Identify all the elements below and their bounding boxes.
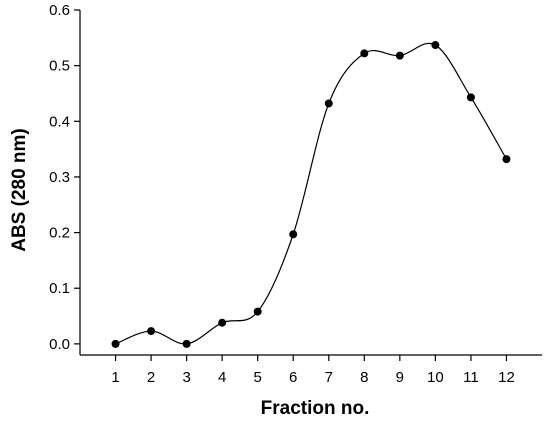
data-points — [111, 41, 511, 348]
x-tick-label: 7 — [325, 369, 333, 386]
data-point — [147, 327, 156, 336]
x-tick-label: 2 — [147, 369, 155, 386]
x-ticks: 1 2 3 4 5 6 7 8 9 10 11 12 — [111, 355, 515, 386]
x-tick-label: 1 — [111, 369, 119, 386]
y-ticks: 0.0 0.1 0.2 0.3 0.4 0.5 0.6 — [49, 2, 80, 353]
y-tick-label: 0.4 — [49, 113, 70, 130]
data-point — [218, 318, 227, 327]
data-point — [253, 307, 262, 316]
x-tick-label: 11 — [463, 369, 479, 386]
data-point — [289, 230, 298, 239]
data-point — [324, 99, 333, 108]
y-tick-label: 0.2 — [49, 225, 70, 242]
data-point — [182, 339, 191, 348]
x-tick-label: 6 — [289, 369, 297, 386]
x-tick-label: 9 — [396, 369, 404, 386]
data-point — [395, 51, 404, 60]
data-point — [431, 41, 440, 50]
y-axis-title: ABS (280 nm) — [9, 128, 30, 252]
x-tick-label: 8 — [360, 369, 368, 386]
data-point — [360, 49, 369, 58]
y-tick-label: 0.5 — [49, 58, 70, 75]
x-tick-label: 12 — [498, 369, 515, 386]
y-tick-label: 0.0 — [49, 336, 70, 353]
y-tick-label: 0.1 — [49, 280, 70, 297]
data-point — [466, 93, 475, 102]
x-tick-label: 4 — [218, 369, 226, 386]
x-axis-title: Fraction no. — [261, 398, 370, 419]
y-tick-label: 0.6 — [49, 2, 70, 19]
y-tick-label: 0.3 — [49, 169, 70, 186]
series-line — [115, 42, 507, 345]
data-point — [502, 155, 511, 164]
axes — [79, 10, 542, 356]
data-point — [111, 339, 120, 348]
x-tick-label: 5 — [254, 369, 262, 386]
x-tick-label: 10 — [427, 369, 444, 386]
x-tick-label: 3 — [182, 369, 190, 386]
